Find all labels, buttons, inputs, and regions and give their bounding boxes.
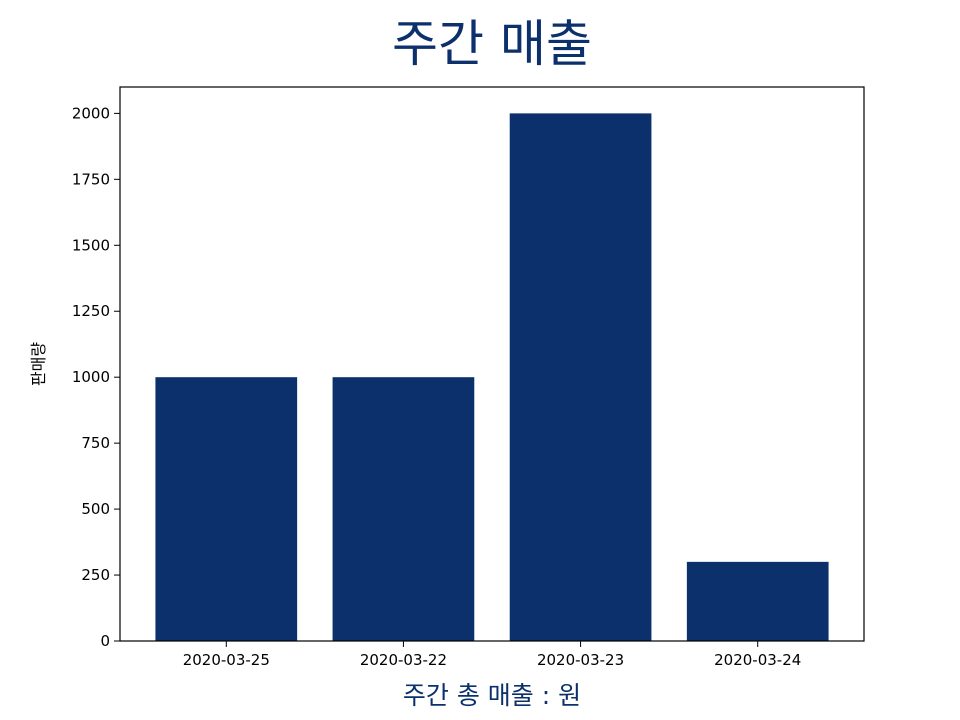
y-tick-label-4: 1000 xyxy=(72,368,110,386)
y-tick-label-1: 250 xyxy=(81,566,110,584)
bar-0 xyxy=(155,377,298,641)
bar-2 xyxy=(509,113,652,641)
y-tick-label-5: 1250 xyxy=(72,302,110,320)
y-tick-label-8: 2000 xyxy=(72,104,110,122)
y-tick-label-6: 1500 xyxy=(72,236,110,254)
axes-frame xyxy=(119,86,865,642)
x-tick-label-2: 2020-03-23 xyxy=(537,651,624,669)
x-tick-label-1: 2020-03-22 xyxy=(360,651,447,669)
y-tick-label-2: 500 xyxy=(81,500,110,518)
bar-1 xyxy=(332,377,475,641)
y-tick-label-3: 750 xyxy=(81,434,110,452)
y-tick-label-7: 1750 xyxy=(72,170,110,188)
y-tick-label-0: 0 xyxy=(100,632,110,650)
x-axis-label: 주간 총 매출 : 원 xyxy=(402,681,582,710)
bar-3 xyxy=(686,561,829,641)
chart-title: 주간 매출 xyxy=(392,15,592,73)
x-tick-label-3: 2020-03-24 xyxy=(714,651,801,669)
x-tick-label-0: 2020-03-25 xyxy=(183,651,270,669)
